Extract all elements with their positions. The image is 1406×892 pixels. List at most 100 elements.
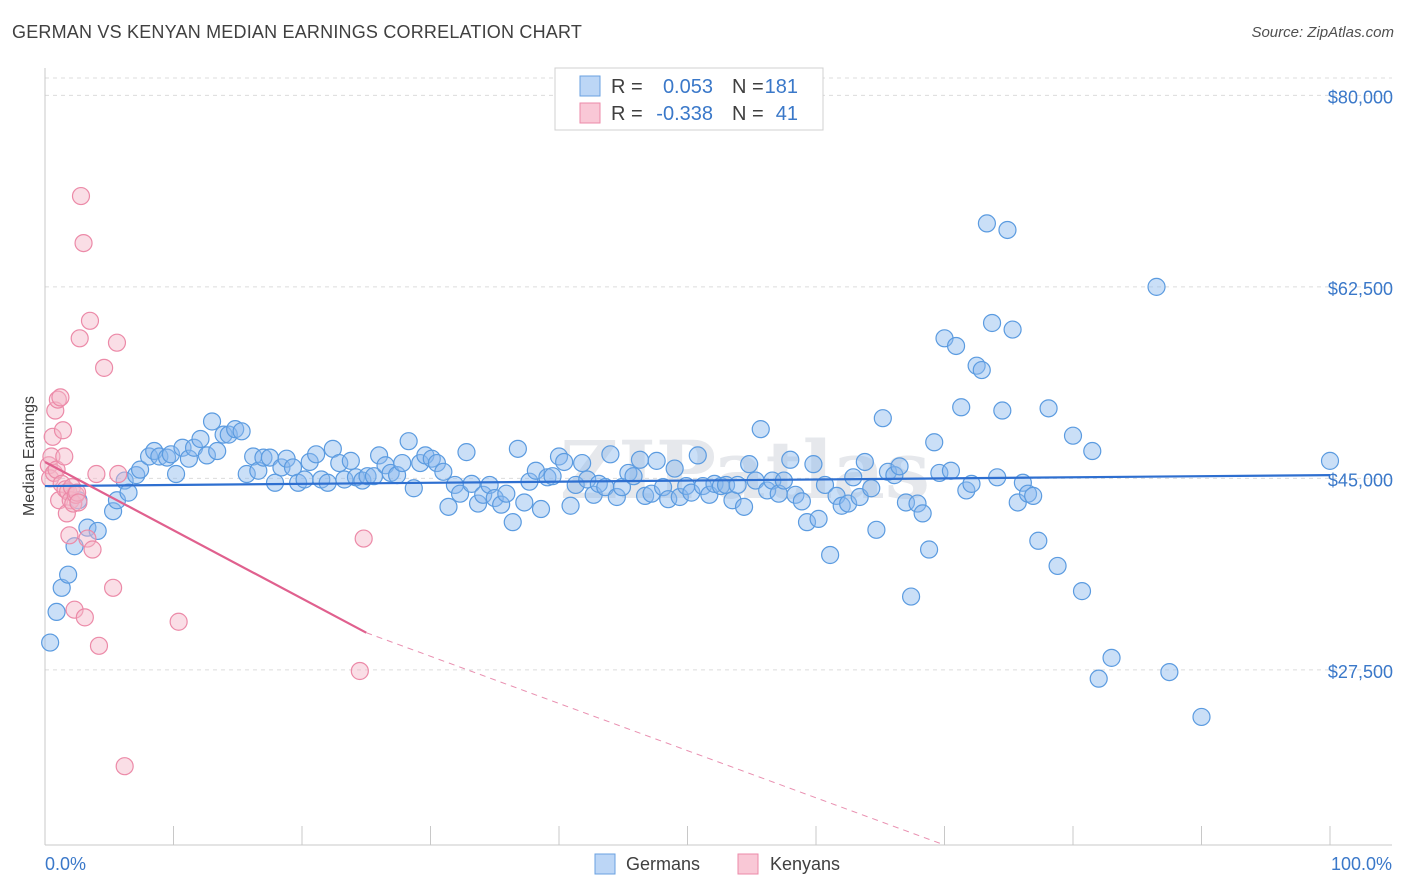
german-point <box>485 488 504 508</box>
x-tick-label-min: 0.0% <box>45 854 86 874</box>
german-point <box>104 502 123 521</box>
kenyan-point <box>78 529 97 548</box>
german-point <box>642 484 661 503</box>
x-axis-ticks <box>44 826 1331 845</box>
german-point <box>1072 582 1092 601</box>
german-point <box>1147 277 1166 296</box>
german-point <box>474 485 493 504</box>
kenyan-point <box>109 464 128 484</box>
german-point <box>515 493 534 512</box>
german-point <box>330 453 349 473</box>
kenyan-point <box>60 526 79 545</box>
german-point <box>492 495 511 514</box>
kenyan-point <box>43 427 62 446</box>
german-point <box>890 457 909 476</box>
german-point <box>237 464 256 484</box>
german-point <box>399 432 418 451</box>
german-point <box>197 446 217 465</box>
german-point <box>630 450 650 469</box>
german-point <box>450 484 470 503</box>
german-point <box>913 504 932 523</box>
kenyans-trend-line <box>44 461 367 634</box>
german-point <box>809 509 828 528</box>
german-point <box>977 214 997 233</box>
german-point <box>786 485 805 504</box>
german-point <box>998 220 1017 240</box>
y-tick-label: $80,000 <box>1328 87 1393 107</box>
kenyan-point <box>68 483 87 502</box>
german-point <box>543 467 562 486</box>
germans-legend-label: Germans <box>626 854 700 874</box>
germans-trend-line <box>44 474 1331 488</box>
german-point <box>307 445 326 464</box>
german-point <box>578 470 597 489</box>
german-point <box>202 412 222 431</box>
germans-r-value: 0.053 <box>663 76 713 98</box>
german-point <box>214 425 233 444</box>
germans-r-label: R = <box>611 76 643 98</box>
german-point <box>867 520 886 539</box>
german-point <box>457 443 476 462</box>
german-point <box>972 360 991 380</box>
german-point <box>682 483 701 502</box>
german-point <box>561 496 580 515</box>
german-point <box>1102 648 1121 667</box>
german-point <box>946 336 966 356</box>
german-point <box>962 474 981 493</box>
kenyan-point <box>115 757 134 776</box>
german-point <box>601 445 620 464</box>
german-point <box>659 490 678 509</box>
kenyan-point <box>53 421 73 440</box>
german-point <box>1083 441 1102 461</box>
source-label: Source: ZipAtlas.com <box>1251 24 1394 41</box>
german-point <box>925 433 944 452</box>
series-legend: Germans Kenyans <box>594 853 840 875</box>
kenyans-legend-label: Kenyans <box>770 854 840 874</box>
german-point <box>734 497 754 516</box>
kenyans-r-label: R = <box>611 103 643 125</box>
kenyan-point <box>80 311 100 330</box>
x-tick-label-max: 100.0% <box>1331 854 1392 874</box>
german-point <box>573 453 592 473</box>
german-point <box>804 455 823 474</box>
german-point <box>179 449 199 468</box>
kenyan-point <box>51 388 70 407</box>
german-point <box>166 464 186 484</box>
germans-n-label: N = <box>732 76 764 98</box>
german-point <box>341 451 360 470</box>
german-point <box>508 439 527 458</box>
german-point <box>295 470 314 489</box>
german-point <box>665 459 684 478</box>
german-point <box>993 401 1012 420</box>
kenyan-point <box>107 333 127 352</box>
german-point <box>119 483 138 502</box>
german-point <box>862 479 881 498</box>
german-point <box>930 463 949 483</box>
german-point <box>503 513 522 532</box>
german-point <box>191 429 210 449</box>
kenyan-point <box>74 233 93 253</box>
german-point <box>855 452 874 472</box>
german-point <box>688 446 707 465</box>
german-point <box>1024 486 1043 505</box>
german-point <box>952 398 971 417</box>
german-point <box>526 461 545 480</box>
germans-swatch <box>579 75 601 97</box>
german-point <box>232 422 251 441</box>
kenyan-point <box>350 661 369 681</box>
german-point <box>47 602 66 622</box>
y-tick-labels: $80,000 $62,500 $45,000 $27,500 <box>1328 87 1393 682</box>
y-tick-label: $45,000 <box>1328 470 1393 490</box>
germans-legend-swatch <box>594 853 616 875</box>
kenyans-r-value: -0.338 <box>656 103 713 125</box>
german-point <box>797 513 817 532</box>
german-point <box>815 475 835 495</box>
german-point <box>254 448 273 467</box>
german-point <box>208 441 227 461</box>
kenyans-n-value: 41 <box>776 103 798 125</box>
german-point <box>919 540 939 559</box>
german-point <box>1160 662 1179 682</box>
kenyans-swatch <box>579 102 601 124</box>
german-point <box>150 447 169 466</box>
